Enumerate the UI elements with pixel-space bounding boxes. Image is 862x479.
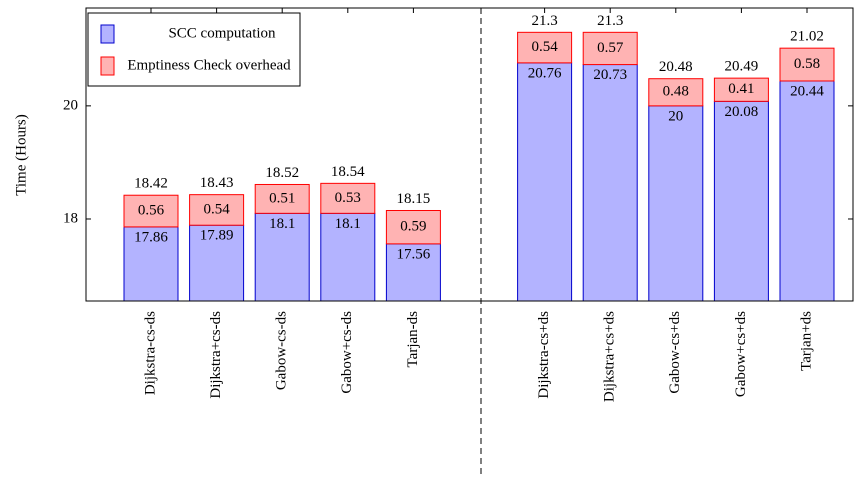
value-label: 0.58 — [794, 56, 820, 72]
total-label: 20.49 — [725, 59, 759, 75]
x-tick-label: Gabow+cs+ds — [733, 311, 749, 397]
x-tick-label: Dijkstra-cs+ds — [536, 311, 552, 399]
value-label: 0.56 — [138, 203, 165, 219]
bar-segment — [582, 31, 638, 66]
bar-segment — [517, 31, 573, 64]
x-tick-label: Gabow-cs+ds — [667, 311, 683, 394]
legend-label: Emptiness Check overhead — [127, 57, 291, 73]
value-label: 17.86 — [134, 229, 168, 245]
x-tick-label: Dijkstra+cs-ds — [208, 311, 224, 399]
value-label: 0.54 — [203, 201, 230, 217]
value-label: 0.59 — [400, 219, 426, 235]
value-label: 20.08 — [725, 104, 759, 120]
y-tick-label: 18 — [63, 210, 78, 226]
value-label: 0.51 — [269, 190, 295, 206]
bar-segment — [648, 78, 704, 107]
value-label: 18.1 — [269, 216, 295, 232]
plot-frame — [85, 7, 854, 302]
bar-segment — [648, 105, 704, 302]
total-label: 18.43 — [200, 175, 234, 191]
x-tick-label: Dijkstra-cs-ds — [142, 311, 158, 395]
x-tick-label: Tarjan-ds — [405, 311, 421, 368]
value-label: 17.89 — [200, 228, 234, 244]
value-label: 0.53 — [335, 190, 361, 206]
value-label: 0.57 — [597, 40, 624, 56]
value-label: 0.48 — [663, 84, 689, 100]
total-label: 21.3 — [597, 13, 623, 29]
legend-swatch — [100, 24, 115, 44]
value-label: 18.1 — [335, 216, 361, 232]
bar-segment — [779, 47, 835, 82]
legend-label: SCC computation — [168, 25, 276, 41]
bar-segment — [713, 100, 769, 302]
total-label: 18.52 — [265, 165, 299, 181]
total-label: 21.3 — [531, 13, 557, 29]
bar-segment — [713, 77, 769, 102]
bar-segment — [123, 226, 179, 302]
bar-segment — [189, 194, 245, 226]
value-label: 20 — [668, 108, 683, 124]
value-label: 20.73 — [593, 67, 627, 83]
bar-segment — [779, 80, 835, 302]
value-label: 0.54 — [531, 39, 558, 55]
legend-box — [87, 12, 301, 87]
x-tick-label: Dijkstra+cs+ds — [602, 311, 618, 402]
bar-segment — [320, 212, 376, 302]
x-tick-label: Gabow-cs-ds — [274, 311, 290, 390]
legend-swatch — [100, 56, 115, 76]
bar-segment — [517, 62, 573, 302]
bar-segment — [385, 243, 441, 302]
value-label: 20.76 — [528, 65, 562, 81]
bar-segment — [385, 209, 441, 245]
value-label: 17.56 — [397, 246, 431, 262]
y-tick-label: 20 — [63, 97, 78, 113]
bar-segment — [320, 182, 376, 214]
bar-segment — [123, 194, 179, 228]
value-label: 0.41 — [728, 81, 754, 97]
total-label: 18.15 — [397, 191, 431, 207]
total-label: 21.02 — [790, 29, 824, 45]
x-tick-label: Tarjan+ds — [798, 311, 814, 371]
bar-segment — [254, 212, 310, 302]
y-axis-label: Time (Hours) — [13, 114, 29, 196]
bar-segment — [582, 64, 638, 302]
bar-segment — [254, 183, 310, 214]
total-label: 18.42 — [134, 176, 168, 192]
x-tick-label: Gabow+cs-ds — [339, 311, 355, 394]
value-label: 20.44 — [790, 83, 824, 99]
total-label: 20.48 — [659, 59, 693, 75]
total-label: 18.54 — [331, 164, 365, 180]
legend: SCC computation Emptiness Check overhead — [87, 12, 301, 87]
